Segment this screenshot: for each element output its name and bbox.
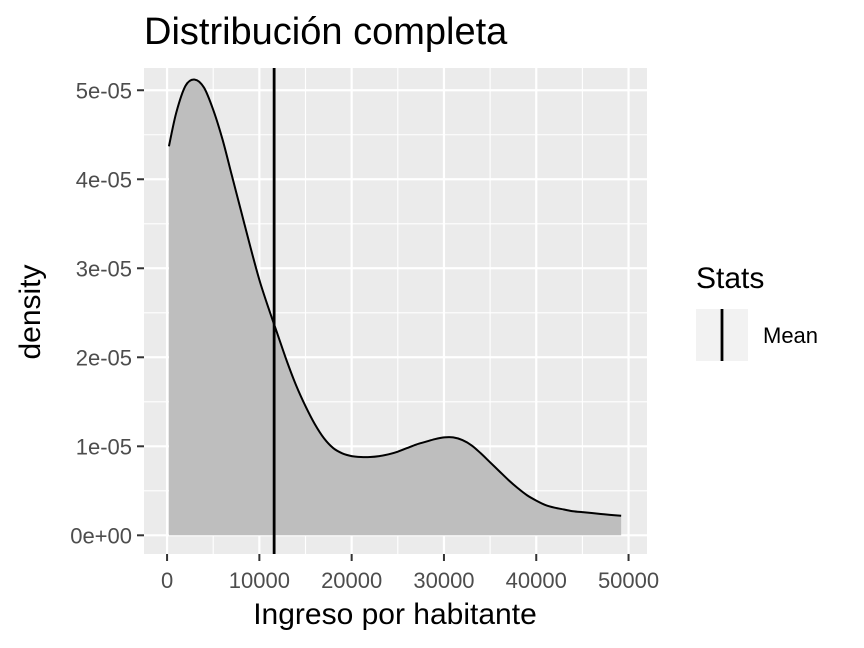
x-tick-label: 50000 [598,568,659,593]
x-tick-label: 30000 [413,568,474,593]
legend-title: Stats [696,262,764,295]
x-tick-label: 40000 [506,568,567,593]
x-tick-label: 0 [161,568,173,593]
density-area [168,79,622,536]
x-tick-label: 10000 [229,568,290,593]
y-tick-label: 0e+00 [70,523,132,548]
y-axis-title: density [14,264,47,359]
y-axis: 0e+00 1e-05 2e-05 3e-05 4e-05 5e-05 [70,78,144,548]
y-tick-label: 4e-05 [76,167,132,192]
legend-label-mean: Mean [763,323,818,348]
chart-title: Distribución completa [144,11,508,53]
x-tick-label: 20000 [321,568,382,593]
y-tick-label: 3e-05 [76,256,132,281]
density-curve [167,78,622,517]
x-axis: 0 10000 20000 30000 40000 50000 [161,554,659,593]
x-axis-title: Ingreso por habitante [253,598,537,631]
y-tick-label: 5e-05 [76,78,132,103]
y-tick-label: 1e-05 [76,434,132,459]
legend: Stats Mean [696,262,818,361]
y-tick-label: 2e-05 [76,345,132,370]
